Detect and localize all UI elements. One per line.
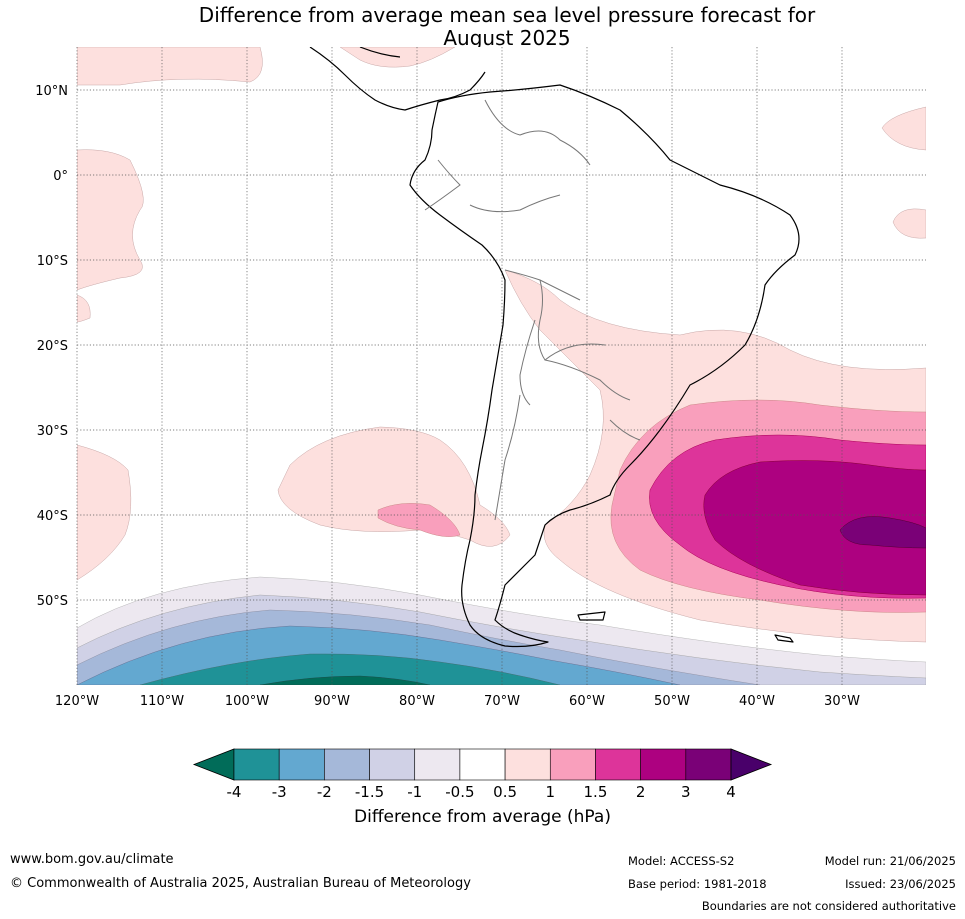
- anomaly-area-atlantic-dark-magenta: [703, 460, 926, 596]
- colorbar-tick-label: -2: [317, 783, 332, 801]
- lat-label-20s: 20°S: [37, 339, 68, 354]
- coastline-south-america: [409, 84, 800, 648]
- footer-model-run: Model run: 21/06/2025: [824, 854, 956, 868]
- pressure-anomaly-field: [77, 47, 926, 685]
- colorbar-swatch: [504, 748, 551, 781]
- colorbar-over-arrow: [730, 748, 773, 781]
- colorbar-tick-labels: -4 -3 -2 -1.5 -1 -0.5 0.5 1 1.5 2 3 4: [227, 783, 736, 801]
- colorbar-tick-label: -3: [272, 783, 287, 801]
- lat-label-10n: 10°N: [35, 84, 68, 99]
- anomaly-band-neg-3: [139, 653, 561, 685]
- coastlines: [309, 47, 800, 648]
- lat-label-10s: 10°S: [37, 254, 68, 269]
- colorbar-swatch: [459, 748, 506, 781]
- colorbar-tick-label: 1.5: [584, 783, 608, 801]
- colorbar-tick-label: 2: [636, 783, 646, 801]
- colorbar-swatch: [595, 748, 641, 781]
- colorbar-tick-label: -4: [227, 783, 242, 801]
- lon-label-120w: 120°W: [55, 694, 99, 709]
- lon-label-100w: 100°W: [225, 694, 269, 709]
- colorbar-swatch: [369, 748, 416, 781]
- latitude-labels: 10°N 0° 10°S 20°S 30°S 40°S 50°S: [35, 84, 68, 609]
- anomaly-area-southeast-pacific-west: [77, 444, 132, 581]
- colorbar-tick-label: 3: [681, 783, 691, 801]
- footer-model: Model: ACCESS-S2: [628, 854, 735, 868]
- colorbar-swatch: [324, 748, 370, 781]
- lon-label-80w: 80°W: [399, 694, 435, 709]
- lat-label-50s: 50°S: [37, 594, 68, 609]
- lat-label-40s: 40°S: [37, 509, 68, 524]
- anomaly-area-east-pacific: [77, 149, 144, 291]
- coastline-central-america: [309, 47, 486, 111]
- anomaly-area-atlantic-small: [892, 208, 926, 239]
- lat-label-0: 0°: [53, 169, 68, 184]
- colorbar-swatch: [640, 748, 687, 781]
- colorbar-tick-label: -1: [407, 783, 422, 801]
- coastline-cuba: [359, 47, 401, 58]
- colorbar-tick-label: 0.5: [493, 783, 517, 801]
- colorbar-swatch: [685, 748, 732, 781]
- colorbar-tick-label: -0.5: [445, 783, 474, 801]
- footer-base-period: Base period: 1981-2018: [628, 877, 767, 891]
- lon-label-40w: 40°W: [739, 694, 775, 709]
- lon-label-50w: 50°W: [654, 694, 690, 709]
- colorbar-tick-label: -1.5: [355, 783, 384, 801]
- colorbar-swatch: [549, 748, 596, 781]
- map-title: Difference from average mean sea level p…: [0, 4, 965, 50]
- coastline-south-georgia: [774, 634, 794, 643]
- colorbar-swatch: [414, 748, 461, 781]
- anomaly-area-pacific-pink: [377, 503, 461, 537]
- anomaly-area-equatorial-atlantic: [881, 106, 926, 151]
- footer-copyright: © Commonwealth of Australia 2025, Austra…: [10, 876, 471, 891]
- colorbar: -4 -3 -2 -1.5 -1 -0.5 0.5 1 1.5 2 3 4: [192, 748, 773, 801]
- country-borders: [424, 99, 641, 521]
- colorbar-swatch: [278, 748, 325, 781]
- lon-label-90w: 90°W: [314, 694, 350, 709]
- anomaly-area-atlantic-core: [839, 516, 926, 549]
- graticule: [76, 47, 926, 685]
- colorbar-under-arrow: [192, 748, 235, 781]
- lon-label-60w: 60°W: [569, 694, 605, 709]
- anomaly-area-southeast-pacific: [277, 426, 511, 547]
- longitude-labels: 120°W 110°W 100°W 90°W 80°W 70°W 60°W 50…: [55, 694, 860, 709]
- anomaly-area-north-pacific: [77, 47, 263, 86]
- footer-disclaimer: Boundaries are not considered authoritat…: [701, 899, 956, 913]
- colorbar-tick-label: 1: [545, 783, 555, 801]
- anomaly-band-neg-4: [259, 675, 431, 685]
- anomaly-area-east-pacific-small: [77, 294, 91, 323]
- colorbar-tick-label: 4: [726, 783, 736, 801]
- colorbar-label: Difference from average (hPa): [354, 807, 611, 827]
- lon-label-30w: 30°W: [824, 694, 860, 709]
- footer-issued: Issued: 23/06/2025: [845, 877, 956, 891]
- colorbar-swatch: [233, 748, 280, 781]
- footer-website: www.bom.gov.au/climate: [10, 852, 174, 867]
- lon-label-110w: 110°W: [140, 694, 184, 709]
- title-line-2: August 2025: [443, 26, 571, 50]
- colorbar-swatches: [233, 748, 732, 781]
- lat-label-30s: 30°S: [37, 424, 68, 439]
- title-line-1: Difference from average mean sea level p…: [198, 3, 816, 27]
- coastline-falklands: [577, 611, 606, 621]
- lon-label-70w: 70°W: [484, 694, 520, 709]
